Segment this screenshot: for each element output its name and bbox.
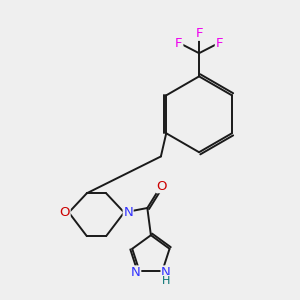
Text: N: N: [161, 266, 171, 279]
Text: O: O: [59, 206, 70, 219]
Text: H: H: [162, 275, 170, 286]
Text: F: F: [175, 37, 183, 50]
Text: F: F: [215, 37, 223, 50]
Text: O: O: [156, 180, 167, 193]
Text: N: N: [131, 266, 141, 279]
Text: F: F: [195, 27, 203, 40]
Text: N: N: [123, 206, 133, 219]
